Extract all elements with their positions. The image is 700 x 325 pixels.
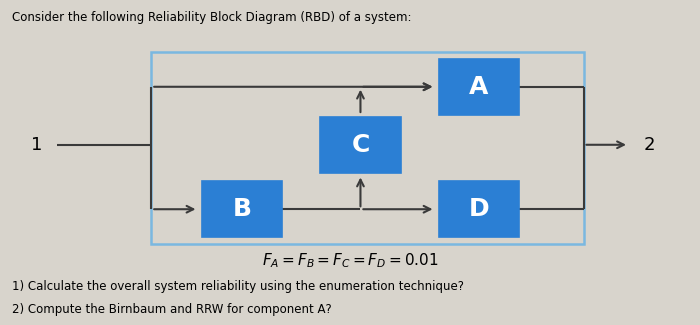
Text: C: C xyxy=(351,133,370,157)
Bar xyxy=(439,181,519,238)
Text: 2: 2 xyxy=(644,136,656,154)
Bar xyxy=(151,52,584,244)
Text: 1) Calculate the overall system reliability using the enumeration technique?: 1) Calculate the overall system reliabil… xyxy=(12,280,464,293)
Text: D: D xyxy=(469,197,489,221)
Text: B: B xyxy=(232,197,251,221)
Bar xyxy=(321,117,400,173)
Bar xyxy=(202,181,282,238)
Text: 2) Compute the Birnbaum and RRW for component A?: 2) Compute the Birnbaum and RRW for comp… xyxy=(12,303,332,316)
Bar xyxy=(439,58,519,115)
Text: Consider the following Reliability Block Diagram (RBD) of a system:: Consider the following Reliability Block… xyxy=(12,11,412,24)
Text: A: A xyxy=(469,75,489,99)
Text: 1: 1 xyxy=(31,136,42,154)
Text: $F_A = F_B = F_C = F_D = 0.01$: $F_A = F_B = F_C = F_D = 0.01$ xyxy=(262,252,438,270)
